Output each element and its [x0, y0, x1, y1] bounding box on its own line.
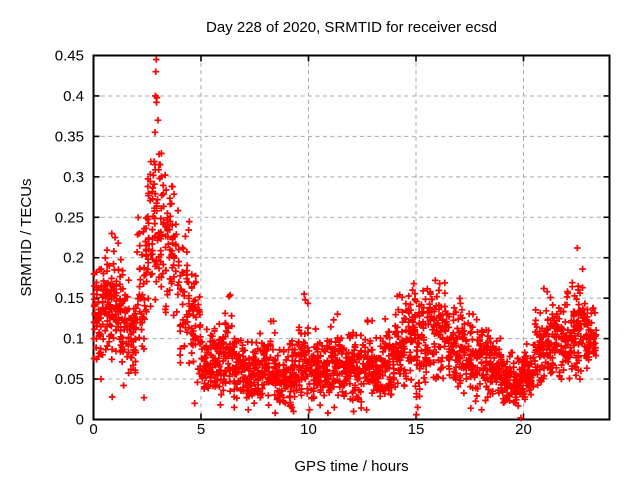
y-tick-label: 0.05: [55, 371, 84, 388]
x-tick-label: 0: [89, 421, 97, 438]
y-tick-label: 0.2: [63, 250, 84, 267]
y-tick-label: 0.45: [55, 48, 84, 65]
data-points: [90, 56, 600, 422]
y-tick-label: 0.4: [63, 88, 84, 105]
y-axis-label: SRMTID / TECUs: [18, 178, 35, 296]
x-tick-labels: 0 5 10 15 20: [89, 421, 532, 438]
y-tick-labels: 0 0.05 0.1 0.15 0.2 0.25 0.3 0.35 0.4 0.45: [55, 48, 84, 429]
x-axis-label: GPS time / hours: [294, 458, 408, 475]
y-tick-label: 0.35: [55, 128, 84, 145]
x-tick-label: 20: [515, 421, 532, 438]
y-tick-label: 0: [76, 412, 84, 429]
plot-border: [92, 54, 611, 421]
y-tick-label: 0.1: [63, 331, 84, 348]
gridlines: [93, 55, 610, 420]
y-tick-label: 0.15: [55, 290, 84, 307]
x-tick-label: 10: [300, 421, 317, 438]
x-tick-label: 5: [197, 421, 205, 438]
y-tick-label: 0.25: [55, 209, 84, 226]
x-tick-label: 15: [408, 421, 425, 438]
y-tick-label: 0.3: [63, 169, 84, 186]
chart-title: Day 228 of 2020, SRMTID for receiver ecs…: [206, 19, 497, 36]
